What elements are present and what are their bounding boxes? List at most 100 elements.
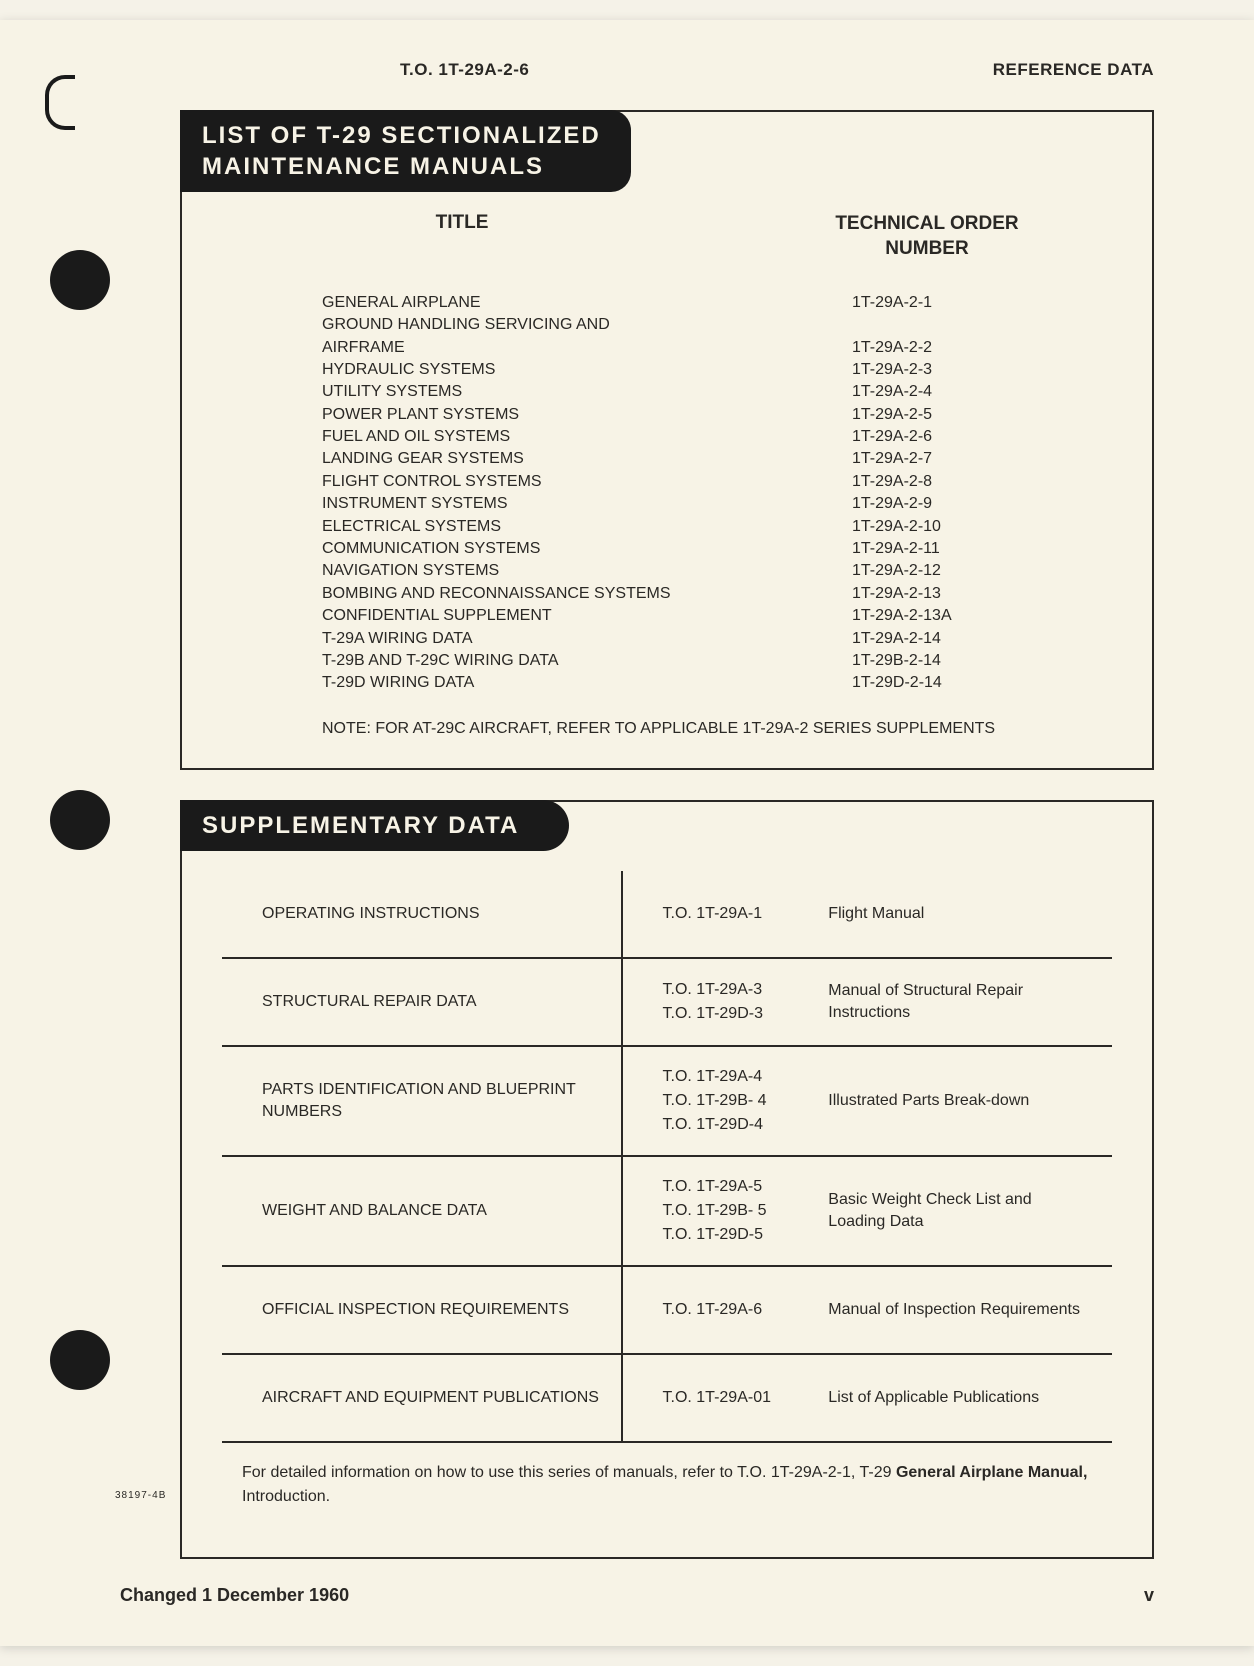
manual-title: NAVIGATION SYSTEMS	[322, 560, 852, 582]
manuals-list: GENERAL AIRPLANE1T-29A-2-1GROUND HANDLIN…	[182, 292, 1152, 695]
changed-date: Changed 1 December 1960	[120, 1585, 349, 1606]
manual-to-number: 1T-29A-2-11	[852, 538, 1052, 560]
supp-description: Manual of Structural Repair Instructions	[818, 962, 1112, 1043]
table-row: T-29A WIRING DATA1T-29A-2-14	[322, 628, 1052, 650]
manual-title: T-29B AND T-29C WIRING DATA	[322, 650, 852, 672]
supp-description: Manual of Inspection Requirements	[818, 1281, 1112, 1339]
manual-title: INSTRUMENT SYSTEMS	[322, 493, 852, 515]
manual-to-number: 1T-29A-2-14	[852, 628, 1052, 650]
table-row: WEIGHT AND BALANCE DATAT.O. 1T-29A-5T.O.…	[222, 1157, 1112, 1267]
binding-hook	[45, 75, 75, 130]
page-footer: Changed 1 December 1960 v	[120, 1585, 1154, 1606]
section-header-line1: LIST OF T-29 SECTIONALIZED	[202, 122, 601, 149]
supp-category: AIRCRAFT AND EQUIPMENT PUBLICATIONS	[222, 1355, 623, 1441]
table-row: AIRCRAFT AND EQUIPMENT PUBLICATIONST.O. …	[222, 1355, 1112, 1443]
manual-title: T-29A WIRING DATA	[322, 628, 852, 650]
manual-to-number: 1T-29A-2-3	[852, 359, 1052, 381]
section-header-manuals: LIST OF T-29 SECTIONALIZED MAINTENANCE M…	[180, 110, 631, 192]
manual-to-number: 1T-29A-2-4	[852, 381, 1052, 403]
manual-to-number: 1T-29B-2-14	[852, 650, 1052, 672]
supplementary-data-box: SUPPLEMENTARY DATA OPERATING INSTRUCTION…	[180, 800, 1154, 1559]
supp-to-numbers: T.O. 1T-29A-3T.O. 1T-29D-3	[623, 960, 819, 1044]
table-row: NAVIGATION SYSTEMS1T-29A-2-12	[322, 560, 1052, 582]
section-header-supplementary: SUPPLEMENTARY DATA	[180, 800, 569, 851]
table-row: T-29B AND T-29C WIRING DATA1T-29B-2-14	[322, 650, 1052, 672]
supp-description: Basic Weight Check List and Loading Data	[818, 1171, 1112, 1252]
table-row: ELECTRICAL SYSTEMS1T-29A-2-10	[322, 516, 1052, 538]
manual-title: GENERAL AIRPLANE	[322, 292, 852, 314]
supp-description: Illustrated Parts Break-down	[818, 1072, 1112, 1130]
page-number: v	[1144, 1585, 1154, 1606]
table-row: T-29D WIRING DATA1T-29D-2-14	[322, 672, 1052, 694]
page-header: T.O. 1T-29A-2-6 REFERENCE DATA	[120, 60, 1174, 80]
supp-category: WEIGHT AND BALANCE DATA	[222, 1157, 623, 1265]
table-row: OFFICIAL INSPECTION REQUIREMENTST.O. 1T-…	[222, 1267, 1112, 1355]
supp-footnote: For detailed information on how to use t…	[222, 1443, 1112, 1527]
manual-to-number: 1T-29A-2-2	[852, 337, 1052, 359]
table-row: COMMUNICATION SYSTEMS1T-29A-2-11	[322, 538, 1052, 560]
manual-title: ELECTRICAL SYSTEMS	[322, 516, 852, 538]
manual-title: FUEL AND OIL SYSTEMS	[322, 426, 852, 448]
table-row: FUEL AND OIL SYSTEMS1T-29A-2-6	[322, 426, 1052, 448]
supp-to-numbers: T.O. 1T-29A-4T.O. 1T-29B- 4T.O. 1T-29D-4	[623, 1047, 819, 1155]
manual-to-number	[852, 314, 1052, 336]
table-row: LANDING GEAR SYSTEMS1T-29A-2-7	[322, 448, 1052, 470]
supp-to-numbers: T.O. 1T-29A-1	[623, 884, 819, 944]
manual-title: BOMBING AND RECONNAISSANCE SYSTEMS	[322, 583, 852, 605]
manual-to-number: 1T-29A-2-7	[852, 448, 1052, 470]
print-code: 38197-4B	[115, 1490, 166, 1501]
manual-title: LANDING GEAR SYSTEMS	[322, 448, 852, 470]
manuals-table-header: TITLE TECHNICAL ORDERNUMBER	[182, 192, 1152, 291]
manual-to-number: 1T-29A-2-13A	[852, 605, 1052, 627]
manual-title: COMMUNICATION SYSTEMS	[322, 538, 852, 560]
reference-data-label: REFERENCE DATA	[993, 60, 1154, 80]
manual-title: CONFIDENTIAL SUPPLEMENT	[322, 605, 852, 627]
supp-to-numbers: T.O. 1T-29A-01	[623, 1368, 819, 1428]
supp-category: OFFICIAL INSPECTION REQUIREMENTS	[222, 1267, 623, 1353]
supp-to-numbers: T.O. 1T-29A-6	[623, 1280, 819, 1340]
supplementary-table: OPERATING INSTRUCTIONST.O. 1T-29A-1Fligh…	[222, 871, 1112, 1527]
to-number: T.O. 1T-29A-2-6	[400, 60, 529, 80]
supp-category: PARTS IDENTIFICATION AND BLUEPRINT NUMBE…	[222, 1047, 623, 1155]
manual-title: GROUND HANDLING SERVICING AND	[322, 314, 852, 336]
supp-to-numbers: T.O. 1T-29A-5T.O. 1T-29B- 5T.O. 1T-29D-5	[623, 1157, 819, 1265]
table-row: POWER PLANT SYSTEMS1T-29A-2-5	[322, 404, 1052, 426]
manual-title: AIRFRAME	[322, 337, 852, 359]
supp-category: OPERATING INSTRUCTIONS	[222, 871, 623, 957]
table-row: UTILITY SYSTEMS1T-29A-2-4	[322, 381, 1052, 403]
section-header-line2: MAINTENANCE MANUALS	[202, 153, 544, 180]
table-row: AIRFRAME1T-29A-2-2	[322, 337, 1052, 359]
table-row: CONFIDENTIAL SUPPLEMENT1T-29A-2-13A	[322, 605, 1052, 627]
punch-hole-icon	[50, 1330, 110, 1390]
manual-to-number: 1T-29A-2-9	[852, 493, 1052, 515]
manual-to-number: 1T-29A-2-13	[852, 583, 1052, 605]
manual-title: POWER PLANT SYSTEMS	[322, 404, 852, 426]
table-row: FLIGHT CONTROL SYSTEMS1T-29A-2-8	[322, 471, 1052, 493]
table-row: BOMBING AND RECONNAISSANCE SYSTEMS1T-29A…	[322, 583, 1052, 605]
table-row: OPERATING INSTRUCTIONST.O. 1T-29A-1Fligh…	[222, 871, 1112, 959]
supp-category: STRUCTURAL REPAIR DATA	[222, 959, 623, 1045]
document-page: T.O. 1T-29A-2-6 REFERENCE DATA LIST OF T…	[0, 20, 1254, 1646]
manual-title: HYDRAULIC SYSTEMS	[322, 359, 852, 381]
column-header-title: TITLE	[322, 212, 802, 261]
manual-title: T-29D WIRING DATA	[322, 672, 852, 694]
supp-description: List of Applicable Publications	[818, 1369, 1112, 1427]
manual-title: UTILITY SYSTEMS	[322, 381, 852, 403]
manual-to-number: 1T-29A-2-8	[852, 471, 1052, 493]
manual-to-number: 1T-29D-2-14	[852, 672, 1052, 694]
supp-description: Flight Manual	[818, 885, 1112, 943]
table-row: INSTRUMENT SYSTEMS1T-29A-2-9	[322, 493, 1052, 515]
manual-title: FLIGHT CONTROL SYSTEMS	[322, 471, 852, 493]
table-row: GENERAL AIRPLANE1T-29A-2-1	[322, 292, 1052, 314]
column-header-tonum: TECHNICAL ORDERNUMBER	[802, 212, 1052, 261]
table-row: HYDRAULIC SYSTEMS1T-29A-2-3	[322, 359, 1052, 381]
manual-to-number: 1T-29A-2-6	[852, 426, 1052, 448]
manual-to-number: 1T-29A-2-1	[852, 292, 1052, 314]
table-row: GROUND HANDLING SERVICING AND	[322, 314, 1052, 336]
manual-to-number: 1T-29A-2-10	[852, 516, 1052, 538]
sectionalized-manuals-box: LIST OF T-29 SECTIONALIZED MAINTENANCE M…	[180, 110, 1154, 770]
manual-to-number: 1T-29A-2-12	[852, 560, 1052, 582]
table-row: STRUCTURAL REPAIR DATAT.O. 1T-29A-3T.O. …	[222, 959, 1112, 1047]
manual-to-number: 1T-29A-2-5	[852, 404, 1052, 426]
manuals-note: NOTE: FOR AT-29C AIRCRAFT, REFER TO APPL…	[182, 695, 1152, 738]
